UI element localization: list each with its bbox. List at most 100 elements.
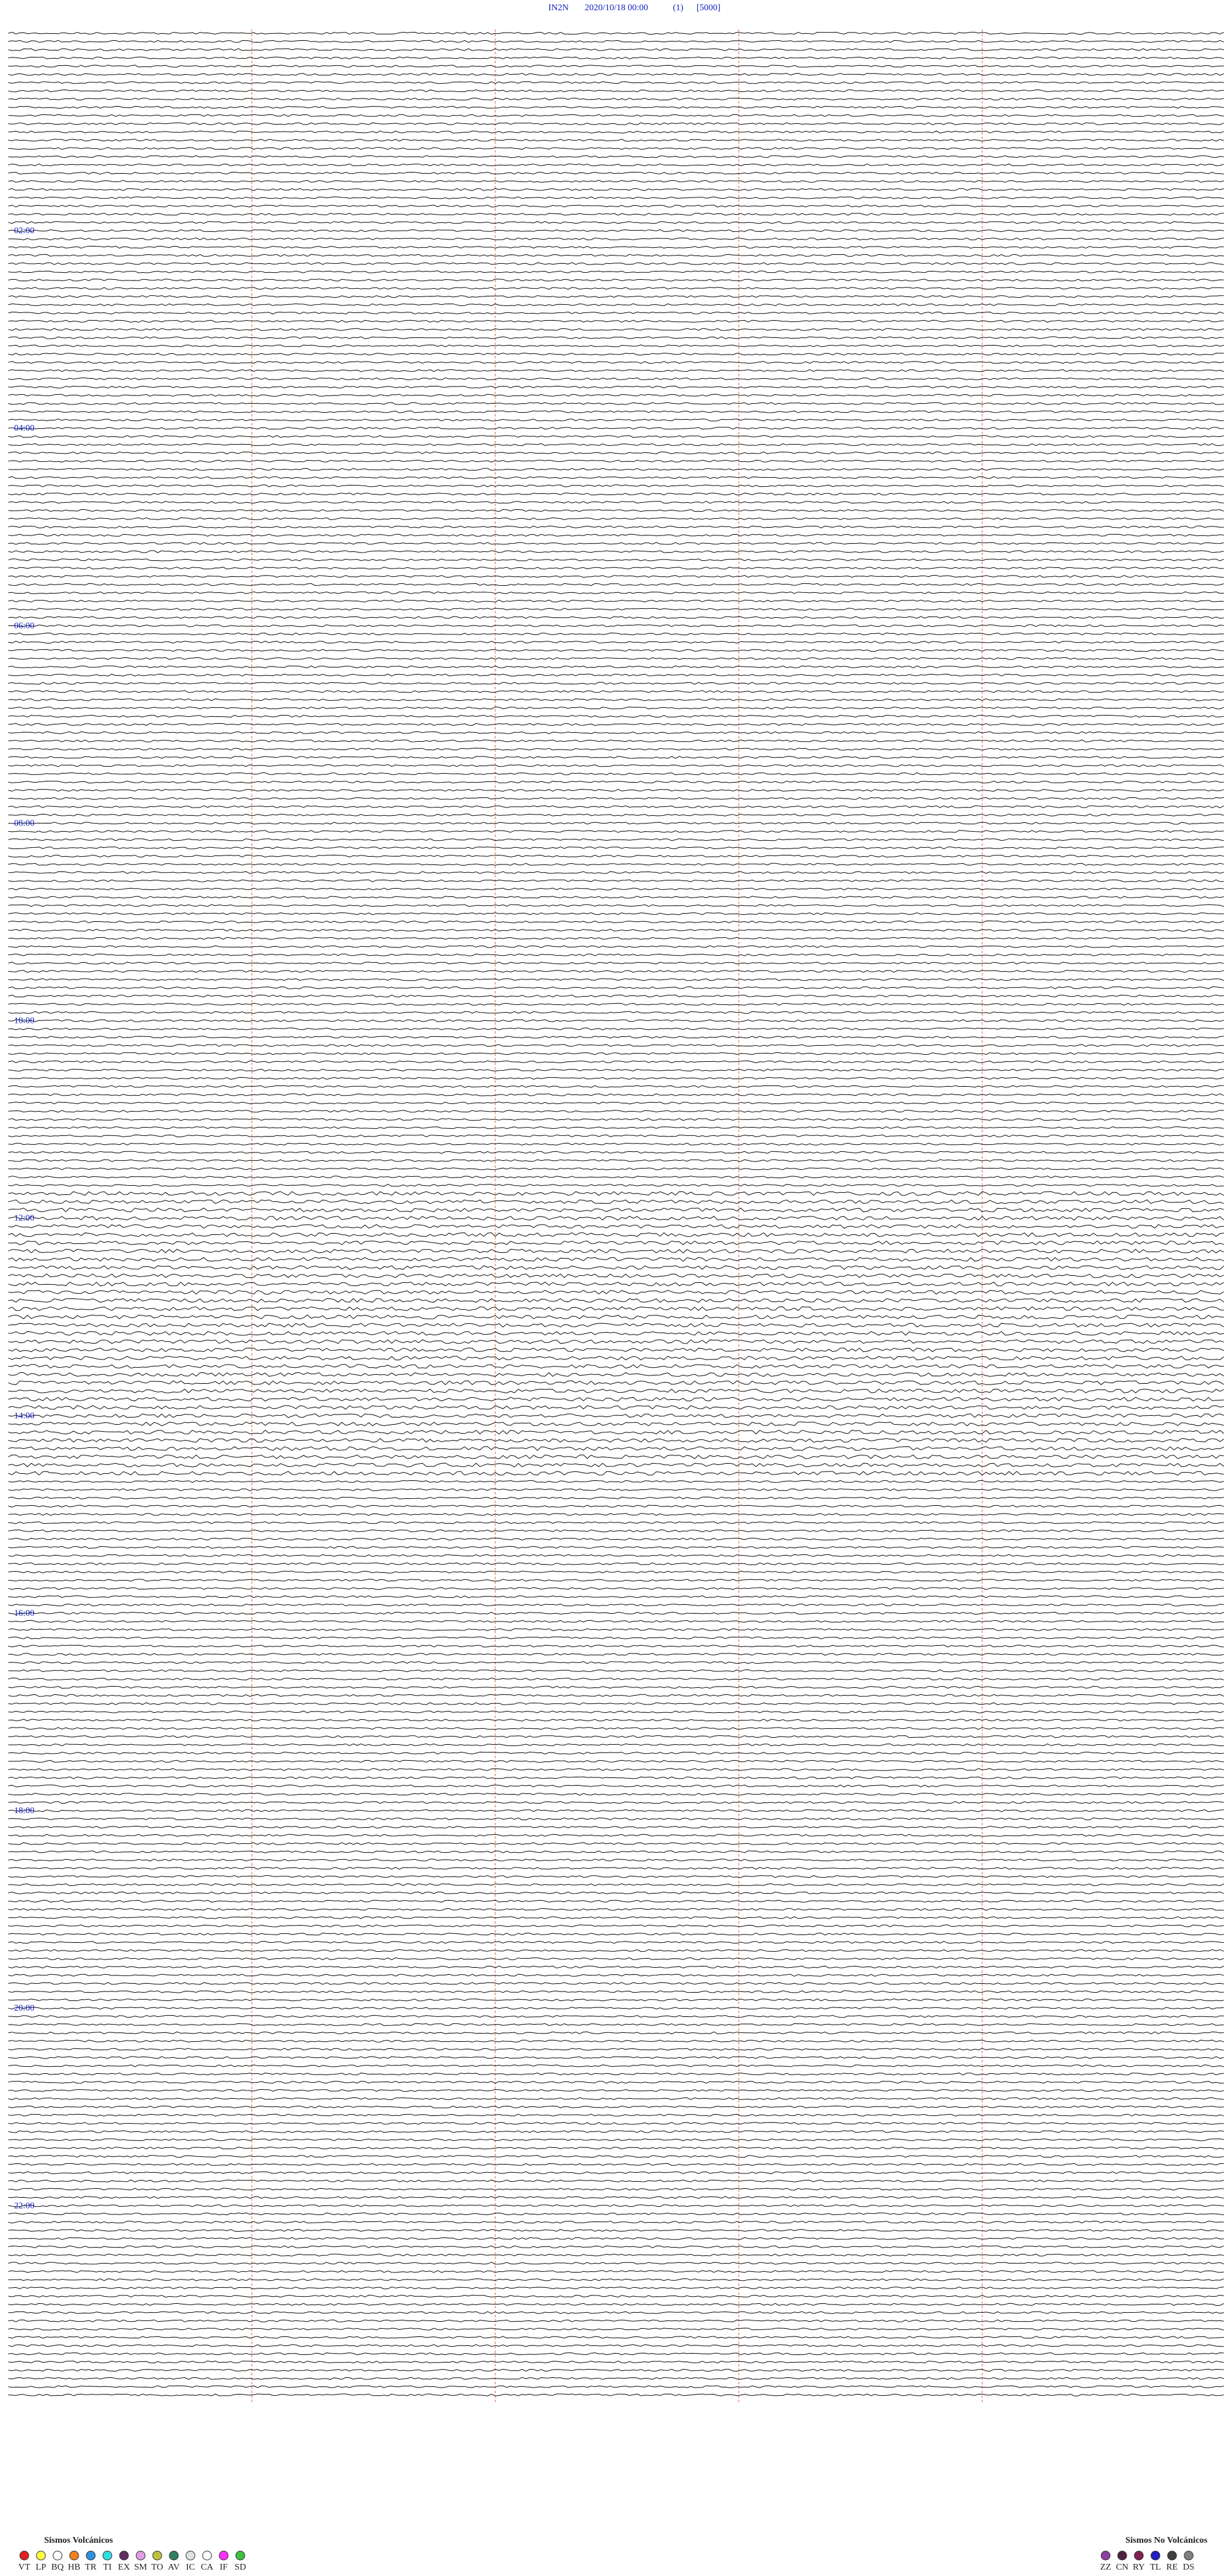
trace xyxy=(8,2039,1224,2043)
trace xyxy=(8,2171,1224,2174)
trace xyxy=(8,1743,1224,1747)
legend-title: Sismos No Volcánicos xyxy=(1125,2536,1208,2545)
trace xyxy=(8,1957,1224,1961)
trace xyxy=(8,1908,1224,1911)
trace xyxy=(8,871,1224,874)
trace xyxy=(8,1669,1224,1673)
trace xyxy=(8,1429,1224,1435)
trace xyxy=(8,2154,1224,2158)
trace xyxy=(8,641,1224,644)
trace xyxy=(8,1554,1224,1557)
trace xyxy=(8,1513,1224,1516)
trace xyxy=(8,48,1224,51)
trace xyxy=(8,970,1224,973)
trace xyxy=(8,2393,1224,2396)
trace xyxy=(8,1011,1224,1014)
trace xyxy=(8,2368,1224,2372)
trace xyxy=(8,1306,1224,1311)
legend-label: SD xyxy=(235,2563,246,2572)
trace xyxy=(8,451,1224,455)
trace xyxy=(8,221,1224,224)
trace xyxy=(8,1496,1224,1499)
trace xyxy=(8,1570,1224,1574)
trace xyxy=(8,624,1224,627)
trace xyxy=(8,731,1224,734)
trace xyxy=(8,1273,1224,1278)
trace xyxy=(8,1199,1224,1204)
trace xyxy=(8,377,1224,381)
time-labels: 02:00 04:00 06:00 08:00 10:00 12:00 14:00 16:00… xyxy=(14,226,35,2211)
trace xyxy=(8,690,1224,693)
trace xyxy=(8,1998,1224,2002)
trace xyxy=(8,1521,1224,1524)
trace xyxy=(8,682,1224,685)
trace xyxy=(8,1101,1224,1105)
trace xyxy=(8,608,1224,611)
trace xyxy=(8,896,1224,899)
trace xyxy=(8,2196,1224,2199)
trace xyxy=(8,484,1224,487)
trace xyxy=(8,336,1224,339)
trace xyxy=(8,822,1224,825)
trace xyxy=(8,2220,1224,2224)
trace xyxy=(8,1380,1224,1385)
trace xyxy=(8,574,1224,578)
trace xyxy=(8,1537,1224,1541)
trace xyxy=(8,517,1224,521)
trace xyxy=(8,2073,1224,2076)
trace xyxy=(8,180,1224,183)
trace xyxy=(8,1661,1224,1664)
trace xyxy=(8,1727,1224,1730)
trace xyxy=(8,1636,1224,1639)
trace xyxy=(8,599,1224,602)
trace xyxy=(8,1265,1224,1270)
trace xyxy=(8,2270,1224,2273)
legend-label: VT xyxy=(19,2563,31,2572)
trace xyxy=(8,698,1224,702)
time-label: 22:00 xyxy=(14,2201,35,2211)
scale: [5000] xyxy=(697,3,720,13)
trace xyxy=(8,1579,1224,1582)
time-label: 16:00 xyxy=(14,1609,35,1618)
trace xyxy=(8,953,1224,956)
trace xyxy=(8,171,1224,175)
legend-marker xyxy=(1150,2550,1161,2561)
trace xyxy=(8,1817,1224,1821)
legend-marker xyxy=(19,2550,29,2561)
trace xyxy=(8,509,1224,512)
trace xyxy=(8,2204,1224,2207)
legend: Sismos Volcánicos VT LP BQ HB TR TI EX SM TO AV IC C… xyxy=(19,2536,246,2572)
trace xyxy=(8,2147,1224,2150)
trace xyxy=(8,361,1224,364)
trace xyxy=(8,237,1224,241)
trace xyxy=(8,879,1224,882)
trace xyxy=(8,1044,1224,1047)
trace xyxy=(8,2188,1224,2191)
trace xyxy=(8,1126,1224,1130)
trace xyxy=(8,476,1224,479)
trace xyxy=(8,353,1224,356)
trace xyxy=(8,1257,1224,1262)
trace xyxy=(8,147,1224,150)
trace xyxy=(8,1232,1224,1238)
trace xyxy=(8,994,1224,998)
trace xyxy=(8,1595,1224,1598)
trace xyxy=(8,2179,1224,2182)
trace xyxy=(8,1077,1224,1080)
trace xyxy=(8,1834,1224,1837)
trace xyxy=(8,394,1224,397)
trace xyxy=(8,714,1224,718)
trace xyxy=(8,1529,1224,1533)
trace xyxy=(8,204,1224,208)
trace xyxy=(8,723,1224,726)
trace xyxy=(8,542,1224,545)
trace xyxy=(8,1809,1224,1813)
trace xyxy=(8,2163,1224,2166)
trace xyxy=(8,1653,1224,1656)
legend-label: IF xyxy=(220,2563,228,2572)
time-label: 12:00 xyxy=(14,1214,35,1223)
legend-label: ZZ xyxy=(1100,2563,1111,2572)
trace xyxy=(8,1290,1224,1295)
trace xyxy=(8,1719,1224,1722)
legend-marker xyxy=(1184,2550,1194,2561)
